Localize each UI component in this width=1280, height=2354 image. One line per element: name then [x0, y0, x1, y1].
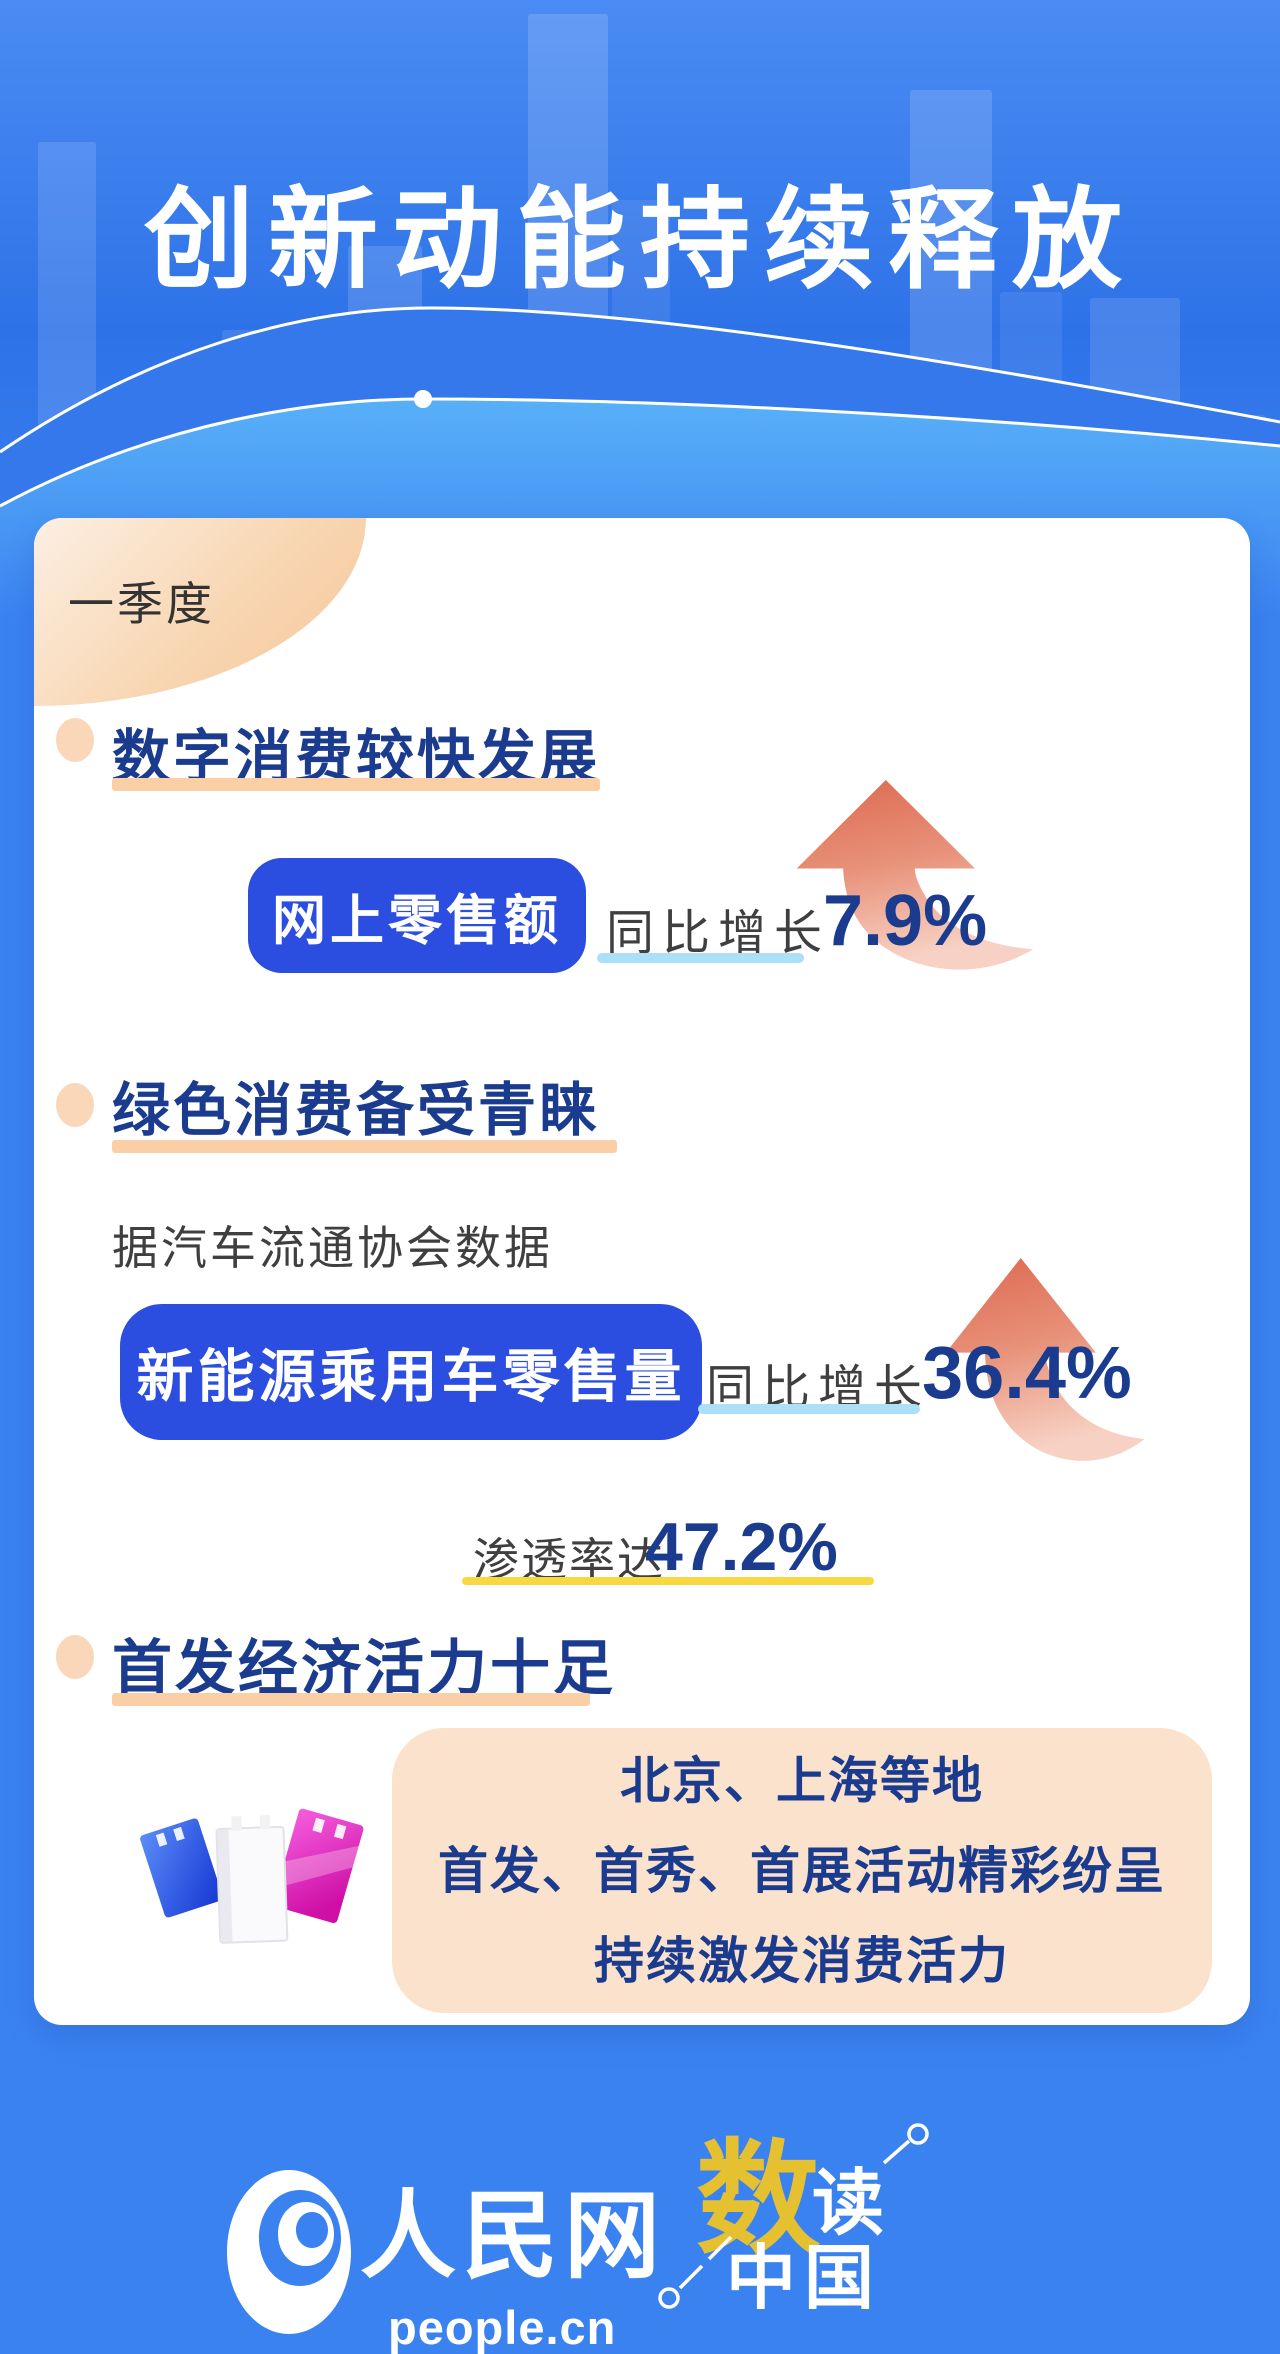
wave-dot — [414, 390, 432, 408]
growth-label-underline — [597, 953, 804, 963]
people-cn-domain: people.cn — [388, 2301, 617, 2354]
growth-label-underline — [698, 1404, 920, 1414]
section3-heading-underline — [112, 1693, 590, 1706]
highlight-box: 北京、上海等地 首发、首秀、首展活动精彩纷呈 持续激发消费活力 — [392, 1728, 1212, 2013]
shudu-zhongguo-char-du: 读 — [812, 2164, 885, 2244]
bullet-icon — [56, 718, 94, 762]
section3-heading: 首发经济活力十足 — [112, 1635, 616, 1702]
people-cn-logo-text: 人民网 — [360, 2183, 666, 2290]
growth-value: 7.9% — [823, 881, 988, 961]
stat-pill-online-retail: 网上零售额 — [248, 858, 586, 973]
bullet-icon — [56, 1635, 94, 1679]
quarter-tab: 一季度 — [34, 518, 366, 706]
growth-value: 36.4% — [922, 1331, 1132, 1414]
content-card: 一季度 数字消费较快发展 网上零售额 同比增长 7.9% 绿色消费备受青睐 据汽… — [34, 518, 1250, 2025]
quarter-tab-label: 一季度 — [68, 578, 215, 630]
highlight-box-line: 北京、上海等地 — [620, 1752, 984, 1809]
penetration-value: 47.2% — [645, 1509, 838, 1585]
stat-pill-nev-retail: 新能源乘用车零售量 — [120, 1304, 702, 1440]
source-note: 据汽车流通协会数据 — [112, 1222, 553, 1274]
shudu-zhongguo-char-shu: 数 — [696, 2131, 821, 2269]
section1-heading-underline — [112, 778, 600, 791]
penetration-underline — [462, 1577, 874, 1585]
highlight-box-line: 首发、首秀、首展活动精彩纷呈 — [438, 1842, 1166, 1899]
section2-heading-underline — [112, 1140, 617, 1153]
people-cn-crescent-icon — [227, 2170, 351, 2334]
shudu-zhongguo-chars-zhongguo: 中国 — [726, 2239, 882, 2317]
growth-label: 同比增长 — [606, 907, 831, 960]
growth-arrow-icon — [945, 1258, 1145, 1461]
section2-heading: 绿色消费备受青睐 — [112, 1078, 601, 1143]
highlight-box-line: 持续激发消费活力 — [594, 1932, 1010, 1989]
page-title: 创新动能持续释放 — [144, 179, 1136, 302]
shopping-bags-icon — [140, 1808, 364, 1944]
growth-arrow-icon — [796, 780, 1034, 970]
bullet-icon — [56, 1083, 94, 1127]
shudu-brand-decor-lines — [658, 2123, 929, 2309]
